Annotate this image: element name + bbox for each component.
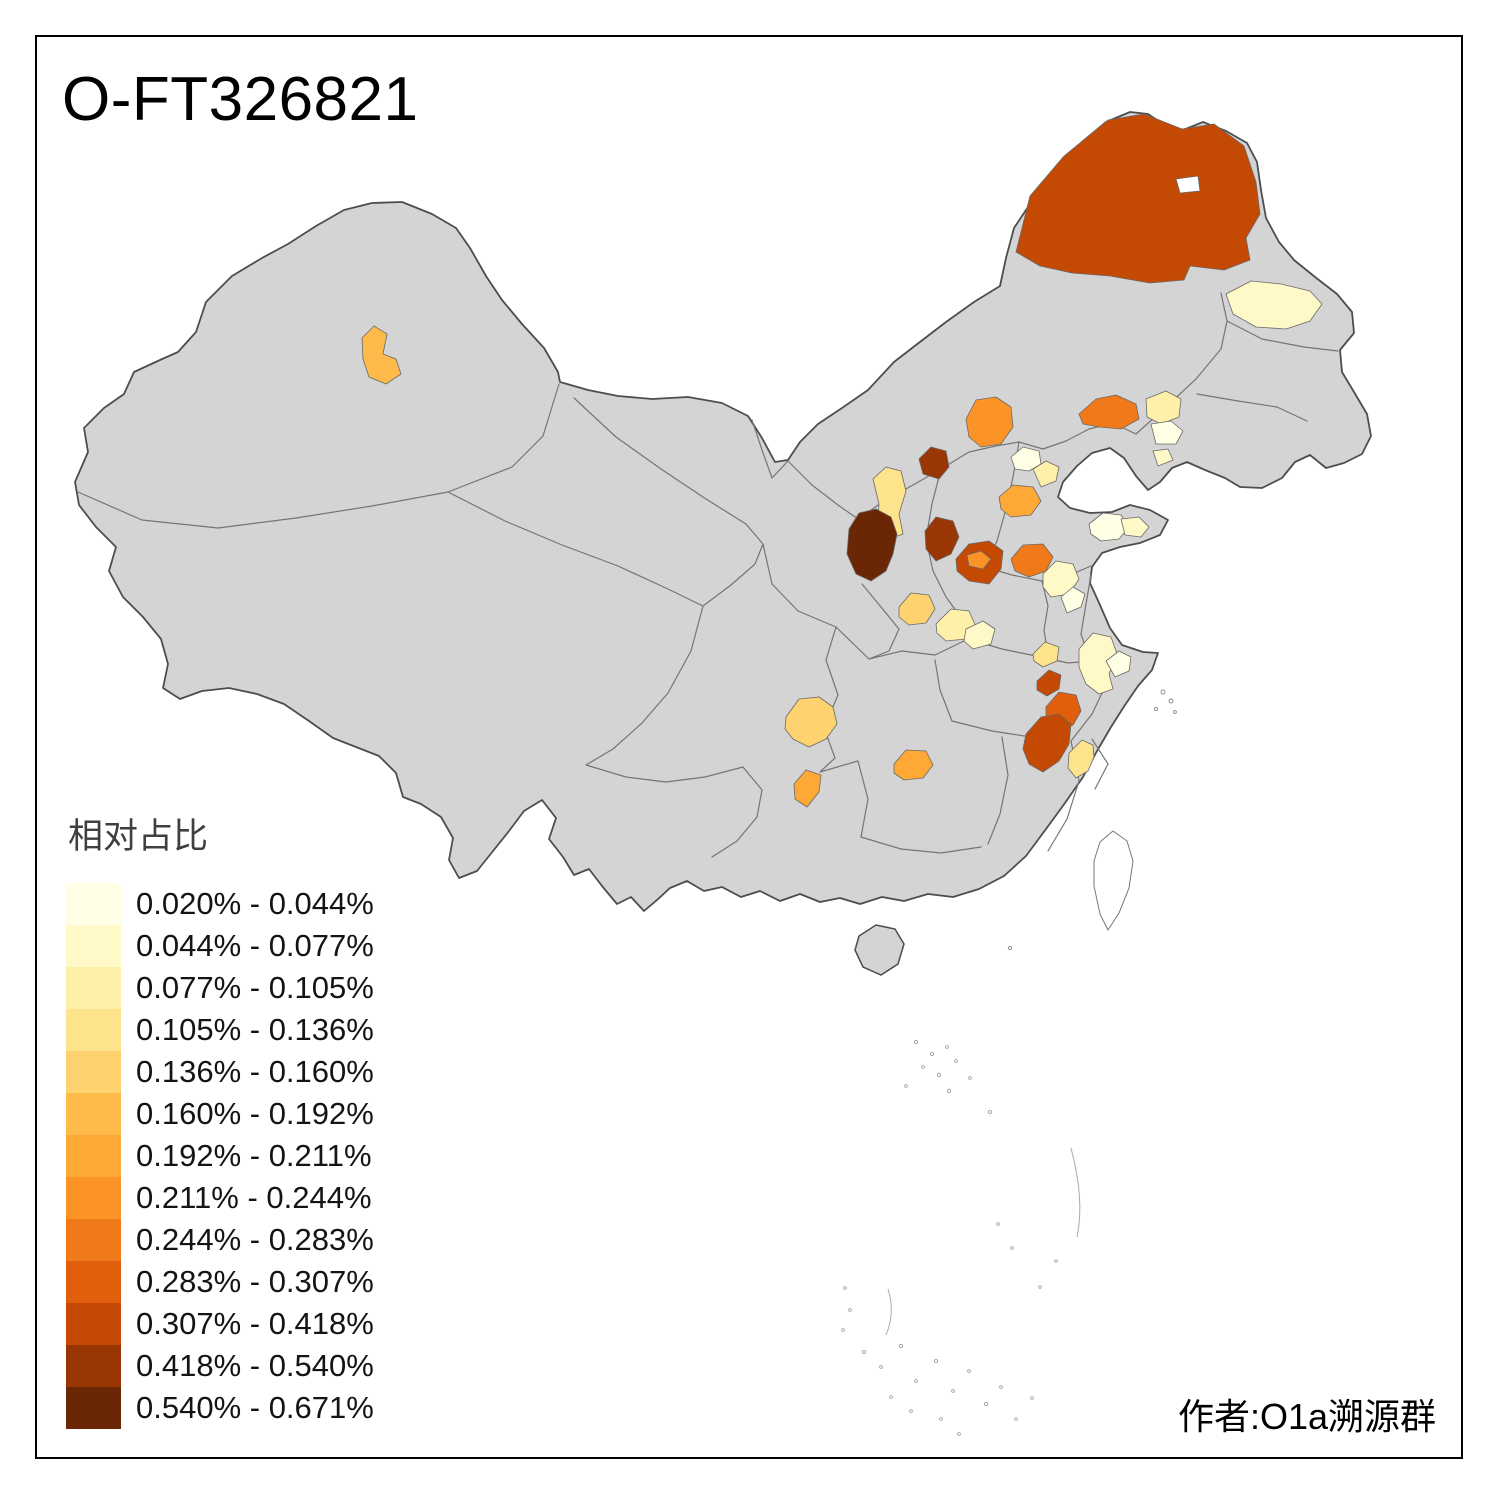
legend-label: 0.307% - 0.418% (136, 1306, 374, 1341)
choropleth-region (846, 508, 898, 582)
choropleth-region (1078, 632, 1118, 695)
legend-swatch (66, 1303, 121, 1345)
choropleth-region (898, 592, 936, 626)
choropleth-region (784, 696, 838, 748)
choropleth-region (1022, 713, 1072, 773)
legend-swatch (66, 925, 121, 967)
legend-swatch (66, 1135, 121, 1177)
legend-row: 0.020% - 0.044% (66, 883, 374, 925)
legend-label: 0.540% - 0.671% (136, 1390, 374, 1425)
legend-swatch (66, 883, 121, 925)
choropleth-region (1032, 641, 1060, 668)
choropleth-region (361, 325, 402, 385)
choropleth-regions (361, 113, 1323, 808)
legend-label: 0.136% - 0.160% (136, 1054, 374, 1089)
legend: 相对占比 0.020% - 0.044% 0.044% - 0.077% 0.0… (66, 808, 374, 1429)
legend-label: 0.418% - 0.540% (136, 1348, 374, 1383)
legend-row: 0.307% - 0.418% (66, 1303, 374, 1345)
choropleth-region (1036, 669, 1062, 697)
legend-label: 0.283% - 0.307% (136, 1264, 374, 1299)
legend-row: 0.044% - 0.077% (66, 925, 374, 967)
choropleth-region (1067, 739, 1095, 779)
legend-row: 0.192% - 0.211% (66, 1135, 374, 1177)
choropleth-region (793, 769, 822, 808)
legend-swatch (66, 1261, 121, 1303)
choropleth-region (1105, 650, 1132, 678)
legend-row: 0.540% - 0.671% (66, 1387, 374, 1429)
legend-label: 0.211% - 0.244% (136, 1180, 372, 1215)
legend-label: 0.105% - 0.136% (136, 1012, 374, 1047)
legend-label: 0.160% - 0.192% (136, 1096, 374, 1131)
choropleth-region (1225, 280, 1323, 330)
choropleth-region (963, 620, 996, 650)
choropleth-region (924, 516, 960, 562)
legend-swatch (66, 1009, 121, 1051)
legend-label: 0.077% - 0.105% (136, 970, 374, 1005)
choropleth-region (1145, 390, 1182, 425)
attribution: 作者:O1a溯源群 (1177, 1396, 1436, 1437)
choropleth-region (998, 484, 1042, 518)
choropleth-region (1010, 543, 1054, 578)
choropleth-region (1015, 113, 1261, 284)
choropleth-region (1150, 420, 1184, 445)
choropleth-region (1152, 448, 1174, 467)
legend-row: 0.244% - 0.283% (66, 1219, 374, 1261)
legend-row: 0.105% - 0.136% (66, 1009, 374, 1051)
legend-swatch (66, 1093, 121, 1135)
hainan-island (854, 924, 905, 976)
legend-label: 0.020% - 0.044% (136, 886, 374, 921)
choropleth-region (1078, 394, 1140, 430)
coastal-islets (1007, 689, 1177, 951)
choropleth-region (1120, 516, 1150, 538)
legend-row: 0.418% - 0.540% (66, 1345, 374, 1387)
legend-rows: 0.020% - 0.044% 0.044% - 0.077% 0.077% -… (66, 883, 374, 1429)
south-china-sea-islands (841, 1040, 1081, 1436)
taiwan-island (1093, 830, 1134, 932)
choropleth-region (1088, 512, 1130, 542)
choropleth-region (965, 396, 1014, 448)
choropleth-region (893, 749, 934, 781)
legend-label: 0.244% - 0.283% (136, 1222, 374, 1257)
legend-row: 0.136% - 0.160% (66, 1051, 374, 1093)
legend-row: 0.077% - 0.105% (66, 967, 374, 1009)
legend-swatch (66, 1345, 121, 1387)
legend-title: 相对占比 (68, 817, 209, 856)
choropleth-region (1042, 560, 1080, 598)
legend-swatch (66, 1387, 121, 1429)
plot-title: O-FT326821 (62, 65, 419, 134)
choropleth-region (966, 550, 992, 570)
map-enclave (1175, 175, 1201, 194)
legend-label: 0.192% - 0.211% (136, 1138, 372, 1173)
legend-swatch (66, 1177, 121, 1219)
legend-label: 0.044% - 0.077% (136, 928, 374, 963)
legend-swatch (66, 967, 121, 1009)
choropleth-region (918, 446, 950, 480)
choropleth-region (1032, 460, 1060, 488)
legend-row: 0.283% - 0.307% (66, 1261, 374, 1303)
legend-row: 0.211% - 0.244% (66, 1177, 374, 1219)
legend-swatch (66, 1219, 121, 1261)
legend-row: 0.160% - 0.192% (66, 1093, 374, 1135)
legend-swatch (66, 1051, 121, 1093)
choropleth-region (1060, 586, 1086, 614)
